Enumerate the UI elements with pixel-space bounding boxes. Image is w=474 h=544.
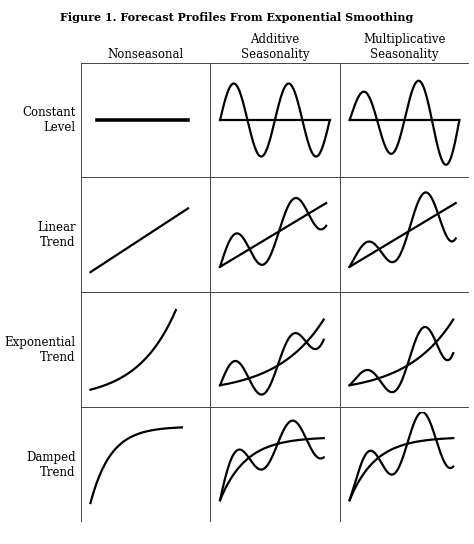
Text: Figure 1. Forecast Profiles From Exponential Smoothing: Figure 1. Forecast Profiles From Exponen… [60, 12, 414, 23]
Text: Exponential
Trend: Exponential Trend [5, 336, 76, 364]
Text: Linear
Trend: Linear Trend [37, 221, 76, 249]
Text: Nonseasonal: Nonseasonal [107, 48, 183, 61]
Text: Constant
Level: Constant Level [22, 106, 76, 134]
Text: Damped
Trend: Damped Trend [26, 451, 76, 479]
Text: Multiplicative
Seasonality: Multiplicative Seasonality [363, 34, 446, 61]
Text: Additive
Seasonality: Additive Seasonality [241, 34, 309, 61]
